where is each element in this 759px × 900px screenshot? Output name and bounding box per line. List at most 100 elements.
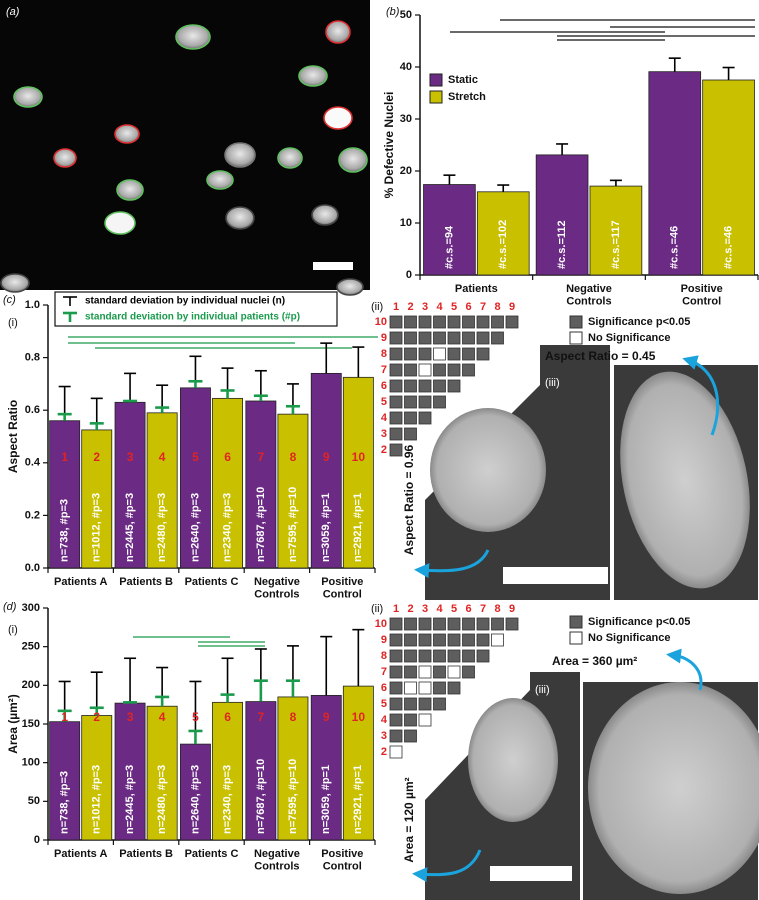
matrix-cell [389, 379, 403, 393]
text-line: Negative [566, 283, 612, 295]
annotation: Area = 120 µm² [402, 777, 416, 862]
matrix-cell [433, 681, 446, 695]
matrix-cell [447, 363, 461, 377]
matrix-cell [462, 617, 475, 631]
y-tick-label: 150 [22, 718, 40, 730]
legend-swatch [429, 73, 443, 87]
patient-error-bar [155, 695, 170, 707]
bar-label: n=2640, #p=3 [189, 493, 201, 562]
matrix-cell [389, 363, 403, 377]
matrix-cell [389, 633, 403, 647]
matrix-cell [389, 443, 403, 457]
bar-label: n=2445, #p=3 [124, 765, 136, 834]
text-line: Positive [321, 576, 363, 588]
bar-label: n=7595, #p=10 [287, 759, 299, 834]
matrix-cell [389, 427, 403, 441]
matrix-cell [476, 315, 490, 329]
matrix-cell [433, 331, 446, 345]
y-tick-label: 200 [22, 679, 40, 691]
matrix-cell [418, 665, 432, 679]
column-label: 6 [465, 301, 471, 313]
y-axis-label: % Defective Nuclei [382, 92, 396, 199]
y-axis-label: Area (µm²) [6, 694, 20, 754]
column-label: 7 [480, 301, 486, 313]
bar [310, 372, 342, 569]
bar-label: n=1012, #p=3 [91, 765, 103, 834]
bar-label: n=7687, #p=10 [255, 759, 267, 834]
bar-id: 4 [159, 710, 166, 724]
matrix-cell [418, 697, 432, 711]
matrix-cell [389, 713, 403, 727]
row-label: 3 [381, 730, 387, 742]
nucleus-images [412, 648, 759, 900]
bar-id: 7 [258, 710, 265, 724]
matrix-cell [462, 315, 475, 329]
y-tick-label: 10 [400, 217, 412, 229]
matrix-cell [462, 363, 475, 377]
matrix-cell [404, 681, 417, 695]
y-tick-label: 0.6 [25, 404, 40, 416]
x-tick-label: Patients [455, 283, 498, 295]
bar-label: n=2340, #p=3 [221, 765, 233, 834]
matrix-cell [447, 617, 461, 631]
matrix-cell [404, 633, 417, 647]
panel-label: (c) [3, 294, 16, 306]
annotation: Aspect Ratio = 0.96 [402, 444, 416, 555]
matrix-cell [447, 649, 461, 663]
matrix-cell [491, 331, 504, 345]
matrix-cell [505, 617, 519, 631]
matrix-cell [418, 315, 432, 329]
x-tick-label: Patients B [119, 576, 173, 588]
row-label: 4 [381, 714, 388, 726]
row-label: 2 [381, 746, 387, 758]
x-tick-label: Patients C [185, 848, 239, 860]
column-label: 5 [451, 603, 457, 615]
x-tick-label: Positive Control [681, 283, 723, 308]
legend-label: standard deviation by individual patient… [85, 312, 300, 323]
matrix-cell [404, 713, 417, 727]
matrix-cell [404, 363, 417, 377]
x-tick-label: Negative Controls [254, 576, 300, 601]
matrix-cell [404, 331, 417, 345]
microscopy-image [0, 0, 370, 296]
bar-label: #c.s.=112 [556, 220, 568, 269]
bar-id: 7 [258, 450, 265, 464]
row-label: 9 [381, 634, 387, 646]
matrix-cell [447, 681, 461, 695]
text-line: Control [323, 861, 362, 873]
matrix-cell [491, 617, 504, 631]
bar-id: 4 [159, 450, 166, 464]
row-label: 8 [381, 348, 387, 360]
text-line: Control [323, 589, 362, 601]
matrix-cell [476, 331, 490, 345]
matrix-cell [389, 315, 403, 329]
bar-label: n=2921, #p=1 [352, 765, 364, 834]
matrix-cell [447, 331, 461, 345]
bar-id: 10 [352, 710, 366, 724]
legend-label: Stretch [448, 91, 486, 103]
matrix-cell [404, 347, 417, 361]
matrix-cell [433, 315, 446, 329]
bar-label: n=7595, #p=10 [287, 487, 299, 562]
bar [146, 705, 178, 841]
patient-error-bar [285, 404, 300, 415]
error-bar [556, 143, 569, 155]
image-label: (iii) [545, 377, 560, 389]
matrix-cell [389, 331, 403, 345]
matrix-cell [389, 411, 403, 425]
bar [81, 429, 113, 569]
matrix-cell [389, 745, 403, 759]
text-line: Controls [254, 861, 299, 873]
error-bar [124, 372, 137, 403]
bar-label: n=2480, #p=3 [156, 765, 168, 834]
row-label: 10 [375, 618, 387, 630]
matrix-cell [418, 713, 432, 727]
bar [310, 694, 342, 841]
error-bar [352, 346, 365, 378]
column-label: 3 [422, 603, 428, 615]
x-tick-label: Positive Control [321, 848, 363, 873]
bar-id: 5 [192, 710, 199, 724]
row-label: 7 [381, 364, 387, 376]
legend-label: No Significance [588, 332, 671, 344]
matrix-cell [404, 665, 417, 679]
